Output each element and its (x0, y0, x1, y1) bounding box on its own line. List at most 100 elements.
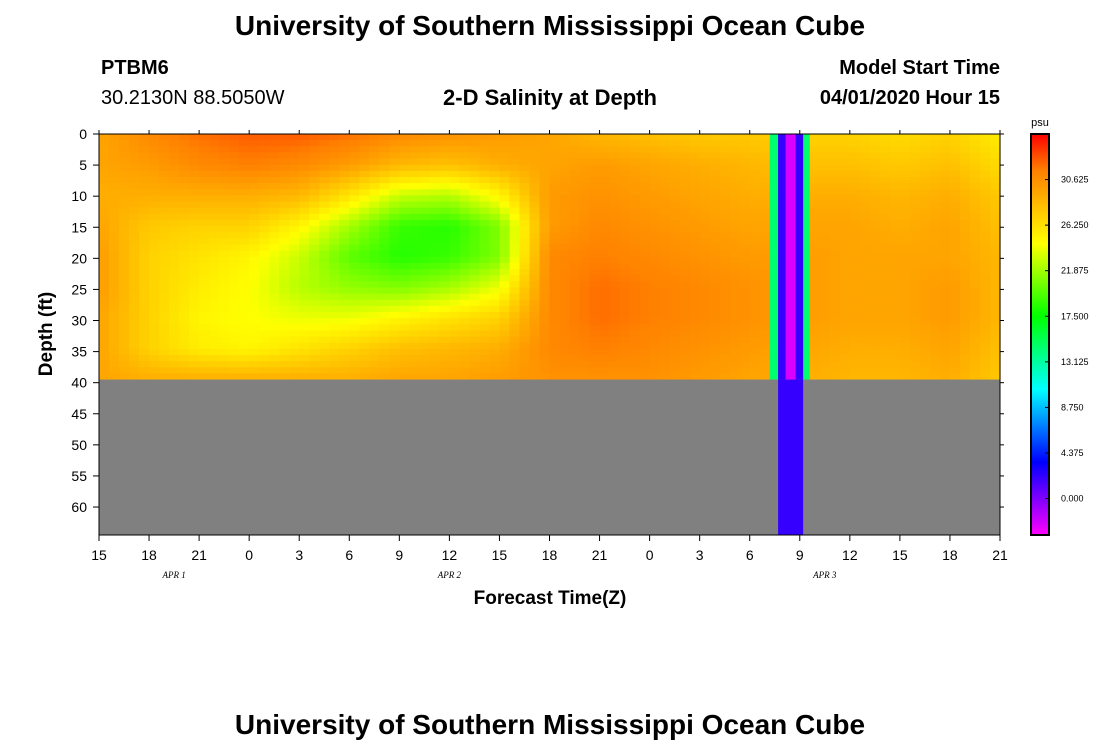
heatmap-cell (609, 324, 621, 332)
heatmap-cell (869, 176, 881, 184)
heatmap-cell (159, 275, 170, 282)
heatmap-cell (209, 164, 220, 172)
heatmap-cell (289, 336, 300, 344)
heatmap-cell (719, 183, 731, 190)
heatmap-cell (509, 176, 521, 184)
heatmap-cell (869, 134, 881, 141)
heatmap-cell (819, 164, 831, 172)
heatmap-cell (419, 262, 430, 270)
heatmap-cell (969, 367, 981, 375)
heatmap-cell (449, 226, 460, 233)
heatmap-cell (499, 158, 511, 166)
heatmap-cell (709, 250, 721, 258)
heatmap-cell (269, 355, 280, 362)
heatmap-cell (549, 164, 561, 172)
heatmap-cell (259, 299, 270, 307)
heatmap-cell (679, 373, 691, 381)
heatmap-cell (319, 152, 330, 160)
heatmap-cell (439, 152, 450, 160)
heatmap-cell (589, 219, 601, 227)
heatmap-cell (249, 330, 260, 338)
heatmap-cell (739, 336, 751, 344)
heatmap-cell (669, 189, 681, 196)
heatmap-cell (479, 336, 491, 344)
heatmap-cell (219, 201, 230, 209)
heatmap-cell (729, 287, 741, 295)
heatmap-cell (209, 219, 220, 227)
heatmap-cell (889, 269, 901, 276)
heatmap-cell (939, 170, 951, 178)
heatmap-cell (709, 219, 721, 227)
heatmap-cell (189, 361, 200, 368)
heatmap-cell (129, 244, 140, 252)
heatmap-cell (889, 287, 901, 295)
heatmap-cell (749, 318, 761, 325)
heatmap-cell (439, 287, 450, 295)
heatmap-cell (729, 134, 741, 141)
heatmap-cell (399, 158, 410, 166)
heatmap-cell (419, 269, 430, 276)
heatmap-cell (99, 146, 110, 154)
heatmap-cell (259, 336, 270, 344)
heatmap-cell (709, 324, 721, 332)
heatmap-cell (539, 170, 551, 178)
heatmap-cell (889, 361, 901, 368)
heatmap-cell (289, 299, 300, 307)
heatmap-cell (479, 140, 491, 147)
heatmap-cell (839, 158, 851, 166)
heatmap-cell (639, 183, 651, 190)
heatmap-cell (389, 189, 400, 196)
heatmap-cell (389, 287, 400, 295)
heatmap-cell (899, 262, 911, 270)
heatmap-cell (989, 226, 1001, 233)
heatmap-cell (259, 201, 270, 209)
heatmap-cell (399, 152, 410, 160)
heatmap-cell (569, 367, 581, 375)
heatmap-cell (519, 238, 531, 246)
x-tick-label: 15 (892, 547, 908, 563)
heatmap-cell (869, 183, 881, 190)
heatmap-cell (909, 348, 921, 356)
heatmap-cell (499, 367, 511, 375)
heatmap-cell (199, 287, 210, 295)
heatmap-cell (179, 189, 190, 196)
heatmap-cell (989, 355, 1001, 362)
heatmap-cell (839, 176, 851, 184)
heatmap-cell (419, 219, 430, 227)
heatmap-cell (679, 262, 691, 270)
heatmap-cell (219, 373, 230, 381)
heatmap-cell (849, 250, 861, 258)
heatmap-cell (249, 305, 260, 313)
heatmap-cell (629, 201, 641, 209)
heatmap-cell (709, 176, 721, 184)
heatmap-cell (409, 355, 420, 362)
heatmap-cell (509, 373, 521, 381)
heatmap-cell (519, 275, 531, 282)
heatmap-cell (849, 361, 861, 368)
heatmap-cell (489, 281, 501, 289)
heatmap-cell (229, 299, 240, 307)
heatmap-cell (829, 281, 841, 289)
heatmap-cell (719, 348, 731, 356)
heatmap-cell (199, 305, 210, 313)
heatmap-cell (99, 324, 110, 332)
heatmap-cell (449, 312, 460, 319)
heatmap-cell (599, 140, 611, 147)
heatmap-cell (429, 213, 440, 221)
heatmap-cell (289, 330, 300, 338)
heatmap-cell (459, 238, 471, 246)
heatmap-cell (909, 355, 921, 362)
heatmap-cell (529, 201, 541, 209)
heatmap-cell (539, 189, 551, 196)
heatmap-cell (959, 373, 971, 381)
heatmap-cell (639, 275, 651, 282)
heatmap-cell (229, 207, 240, 215)
heatmap-cell (139, 219, 150, 227)
heatmap-cell (349, 207, 360, 215)
heatmap-cell (729, 305, 741, 313)
heatmap-cell (549, 226, 561, 233)
heatmap-cell (649, 342, 661, 350)
heatmap-cell (329, 336, 340, 344)
heatmap-cell (969, 164, 981, 172)
heatmap-cell (149, 183, 160, 190)
